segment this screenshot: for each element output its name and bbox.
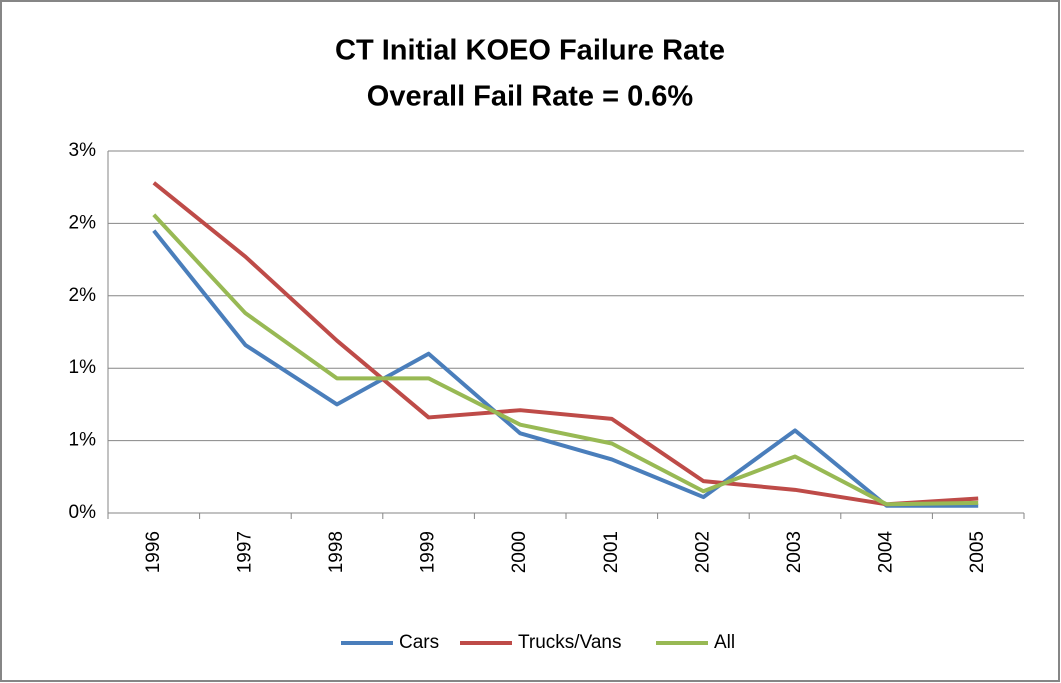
series-line [152, 213, 979, 507]
x-tick-label: 1996 [143, 531, 164, 573]
x-tick-label: 2000 [509, 531, 530, 573]
y-tick-label: 2% [69, 212, 97, 233]
legend-label: Cars [399, 632, 439, 653]
y-tick-label: 2% [69, 285, 97, 306]
legend-label: All [714, 632, 735, 653]
x-tick-label: 1997 [234, 531, 255, 573]
x-tick-label: 1999 [418, 531, 439, 573]
chart-subtitle: Overall Fail Rate = 0.6% [367, 81, 694, 113]
chart-title: CT Initial KOEO Failure Rate [335, 35, 725, 67]
x-tick-label: 1998 [326, 531, 347, 573]
x-tick-label: 2004 [876, 531, 897, 574]
series-line [152, 181, 979, 507]
x-tick-label: 2005 [967, 531, 988, 573]
y-tick-label: 1% [69, 430, 97, 451]
y-tick-label: 1% [69, 357, 97, 378]
x-tick-label: 2002 [692, 531, 713, 573]
y-tick-label: 3% [69, 140, 97, 161]
y-tick-label: 0% [69, 502, 97, 523]
legend-label: Trucks/Vans [518, 632, 621, 653]
x-tick-label: 2001 [601, 531, 622, 573]
series-line [152, 229, 979, 508]
x-tick-label: 2003 [784, 531, 805, 573]
